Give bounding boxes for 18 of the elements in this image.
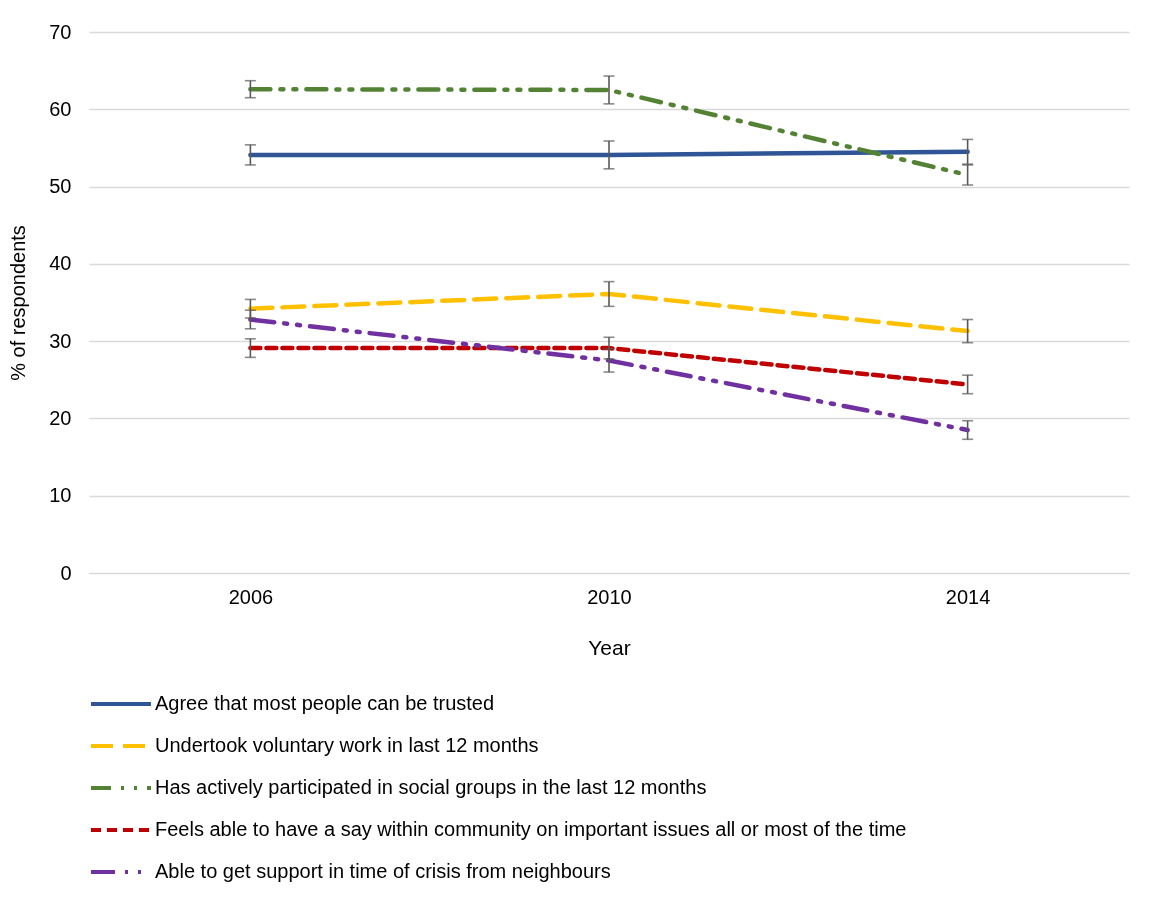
y-tick-label: 10 (49, 484, 72, 507)
y-tick-label: 70 (49, 20, 72, 43)
legend-label: Undertook voluntary work in last 12 months (155, 734, 539, 756)
x-tick-label: 2014 (945, 585, 991, 608)
y-tick-label: 20 (49, 406, 72, 429)
legend-label: Feels able to have a say within community on important issues all or most of the time (155, 818, 907, 840)
y-tick-label: 60 (49, 97, 72, 120)
x-tick-label: 2010 (587, 585, 632, 608)
y-tick-label: 50 (49, 175, 72, 198)
legend-label: Has actively participated in social groups in the last 12 months (155, 776, 707, 798)
legend-label: Agree that most people can be trusted (155, 692, 495, 714)
x-tick-label: 2006 (228, 585, 274, 608)
legend-label: Able to get support in time of crisis from neighbours (155, 860, 611, 882)
y-tick-label: 30 (49, 329, 72, 352)
y-axis-title: % of respondents (7, 225, 30, 381)
y-tick-label: 40 (49, 252, 72, 275)
x-axis-title: Year (588, 635, 631, 659)
y-tick-label: 0 (60, 561, 72, 584)
